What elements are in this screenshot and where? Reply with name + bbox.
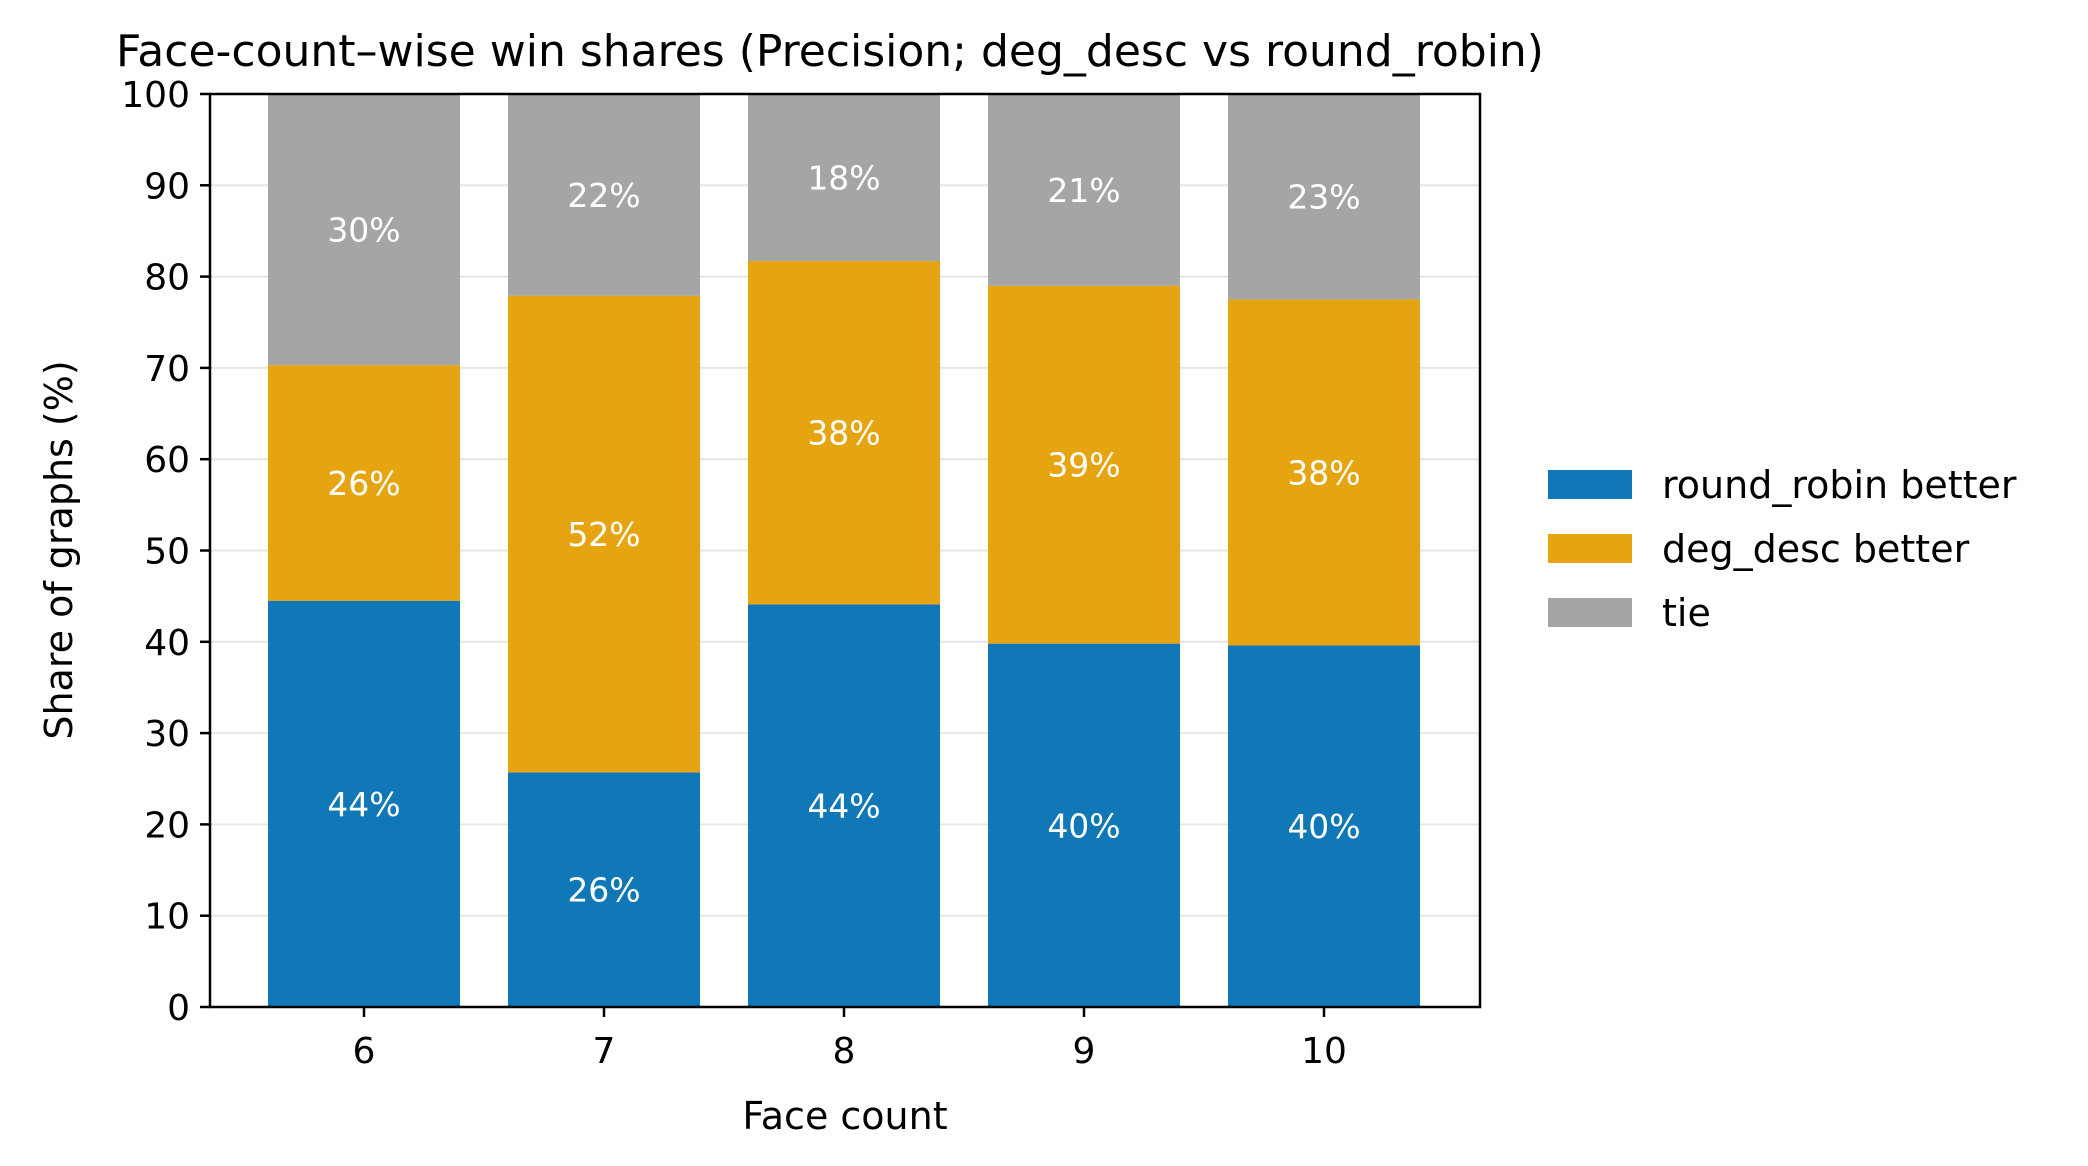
bar-data-label: 44% bbox=[807, 787, 880, 826]
bar-segment bbox=[1228, 94, 1420, 300]
y-axis-label: Share of graphs (%) bbox=[37, 360, 81, 739]
bar-labels: 44% 26% 30% 26% 52% 22% 44% 38% 18% 40% 39% 21% 40% 3… bbox=[327, 159, 1360, 910]
bar-segment bbox=[268, 365, 460, 601]
bar-segment bbox=[988, 643, 1180, 1007]
y-tick-label: 90 bbox=[144, 166, 190, 207]
y-tick-label: 70 bbox=[144, 349, 190, 390]
bar-data-label: 26% bbox=[567, 871, 640, 910]
bar-segment bbox=[748, 94, 940, 262]
bar-segment bbox=[1228, 299, 1420, 646]
bar-data-label: 39% bbox=[1047, 446, 1120, 485]
legend-swatch bbox=[1548, 470, 1632, 499]
y-tick-label: 50 bbox=[144, 532, 190, 573]
x-tick-label: 10 bbox=[1301, 1031, 1347, 1072]
bar-data-label: 38% bbox=[1287, 453, 1360, 492]
bar-data-label: 22% bbox=[567, 176, 640, 215]
y-tick-label: 10 bbox=[144, 897, 190, 938]
x-axis-label: Face count bbox=[742, 1094, 947, 1138]
x-tick-label: 9 bbox=[1073, 1031, 1096, 1072]
legend-swatch bbox=[1548, 598, 1632, 627]
y-tick-label: 40 bbox=[144, 623, 190, 664]
bar-segment bbox=[508, 295, 700, 773]
y-axis-ticks: 0 10 20 30 40 50 60 70 80 90 100 bbox=[121, 75, 210, 1029]
legend-label: deg_desc better bbox=[1662, 527, 1970, 571]
y-tick-label: 0 bbox=[167, 988, 190, 1029]
bar-data-label: 21% bbox=[1047, 171, 1120, 210]
bar-segment bbox=[508, 94, 700, 296]
bar-segment bbox=[748, 604, 940, 1007]
bar-data-label: 40% bbox=[1287, 807, 1360, 846]
x-tick-label: 6 bbox=[353, 1031, 376, 1072]
x-tick-label: 8 bbox=[833, 1031, 856, 1072]
chart-title: Face-count–wise win shares (Precision; d… bbox=[116, 26, 1544, 77]
bar-data-label: 52% bbox=[567, 515, 640, 554]
bar-segment bbox=[988, 94, 1180, 286]
legend: round_robin better deg_desc better tie bbox=[1548, 463, 2017, 635]
bar-segment bbox=[508, 772, 700, 1007]
bar-data-label: 40% bbox=[1047, 806, 1120, 845]
bar-segment bbox=[748, 261, 940, 605]
bar-data-label: 26% bbox=[327, 464, 400, 503]
bar-segment bbox=[268, 600, 460, 1007]
y-tick-label: 80 bbox=[144, 258, 190, 299]
bar-data-label: 44% bbox=[327, 785, 400, 824]
x-axis-ticks: 6 7 8 9 10 bbox=[353, 1007, 1347, 1072]
bar-data-label: 30% bbox=[327, 211, 400, 250]
y-tick-label: 20 bbox=[144, 805, 190, 846]
legend-swatch bbox=[1548, 534, 1632, 563]
y-tick-label: 100 bbox=[121, 75, 190, 116]
bar-data-label: 23% bbox=[1287, 178, 1360, 217]
bar-segment bbox=[988, 285, 1180, 644]
bar-data-label: 18% bbox=[807, 159, 880, 198]
bars bbox=[268, 94, 1420, 1007]
bar-segment bbox=[1228, 645, 1420, 1007]
x-tick-label: 7 bbox=[593, 1031, 616, 1072]
legend-label: tie bbox=[1662, 591, 1711, 635]
y-tick-label: 60 bbox=[144, 440, 190, 481]
legend-label: round_robin better bbox=[1662, 463, 2017, 507]
bar-data-label: 38% bbox=[807, 414, 880, 453]
y-tick-label: 30 bbox=[144, 714, 190, 755]
bar-segment bbox=[268, 94, 460, 366]
